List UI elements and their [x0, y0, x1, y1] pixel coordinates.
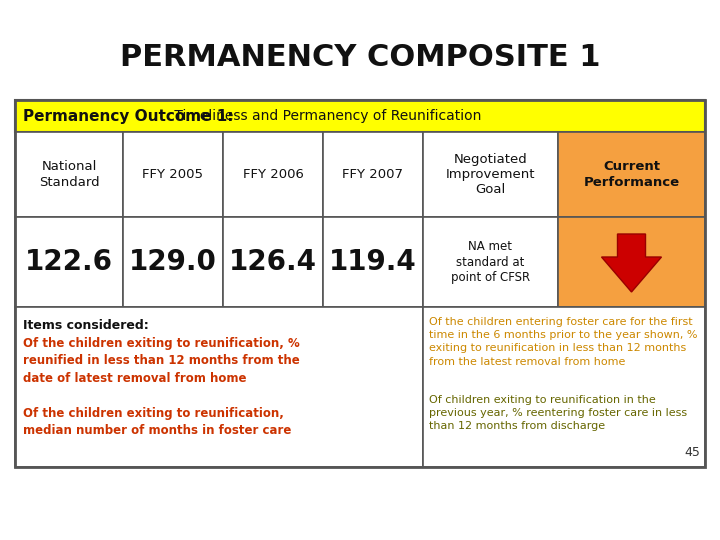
Bar — [323, 132, 423, 217]
Bar — [423, 132, 558, 217]
Text: Items considered:: Items considered: — [23, 319, 149, 332]
Text: Of the children exiting to reunification,
median number of months in foster care: Of the children exiting to reunification… — [23, 407, 292, 437]
Bar — [123, 132, 223, 217]
Bar — [15, 132, 123, 217]
Bar — [558, 217, 705, 307]
Text: Of the children exiting to reunification, %
reunified in less than 12 months fro: Of the children exiting to reunification… — [23, 337, 300, 385]
Text: FFY 2006: FFY 2006 — [243, 168, 303, 181]
Text: Timeliness and Permanency of Reunification: Timeliness and Permanency of Reunificati… — [170, 109, 482, 123]
Text: 126.4: 126.4 — [229, 248, 317, 276]
Text: Current
Performance: Current Performance — [583, 160, 680, 188]
Text: Permanency Outcome 1:: Permanency Outcome 1: — [23, 109, 233, 124]
Bar — [223, 132, 323, 217]
Bar — [323, 217, 423, 307]
Text: National
Standard: National Standard — [39, 160, 99, 188]
Text: Of children exiting to reunification in the
previous year, % reentering foster c: Of children exiting to reunification in … — [429, 395, 687, 431]
Text: PERMANENCY COMPOSITE 1: PERMANENCY COMPOSITE 1 — [120, 44, 600, 72]
Bar — [423, 217, 558, 307]
Text: NA met
standard at
point of CFSR: NA met standard at point of CFSR — [451, 240, 530, 284]
Bar — [15, 217, 123, 307]
Text: Negotiated
Improvement
Goal: Negotiated Improvement Goal — [446, 153, 535, 196]
Text: 119.4: 119.4 — [329, 248, 417, 276]
Text: 122.6: 122.6 — [25, 248, 113, 276]
Bar — [558, 132, 705, 217]
Text: 129.0: 129.0 — [129, 248, 217, 276]
Bar — [15, 100, 705, 132]
Bar — [423, 307, 705, 467]
Polygon shape — [601, 234, 662, 292]
Text: 45: 45 — [684, 446, 700, 459]
Text: FFY 2007: FFY 2007 — [343, 168, 403, 181]
Text: Of the children entering foster care for the first
time in the 6 months prior to: Of the children entering foster care for… — [429, 317, 698, 367]
Text: FFY 2005: FFY 2005 — [143, 168, 204, 181]
Bar — [15, 100, 705, 467]
Bar — [123, 217, 223, 307]
Bar — [223, 217, 323, 307]
Bar — [15, 307, 423, 467]
